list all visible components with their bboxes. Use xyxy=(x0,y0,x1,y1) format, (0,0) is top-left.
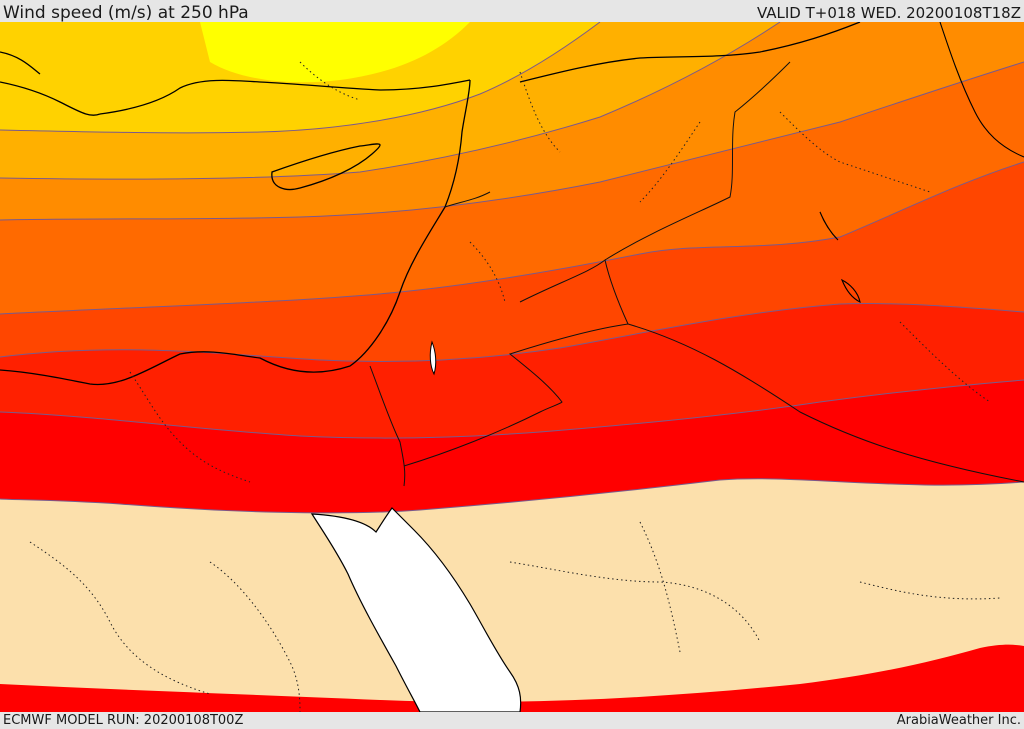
model-run-label: ECMWF MODEL RUN: 20200108T00Z xyxy=(3,713,244,728)
valid-time-label: VALID T+018 WED. 20200108T18Z xyxy=(756,4,1021,22)
header-bar xyxy=(0,0,1024,22)
dead-sea xyxy=(429,340,437,376)
footer-bar xyxy=(0,712,1024,729)
credit-label: ArabiaWeather Inc. xyxy=(896,713,1021,728)
coastlines xyxy=(0,22,861,386)
isotach-contours xyxy=(0,22,1024,514)
red-sea xyxy=(310,507,522,712)
gulf-coast xyxy=(819,22,1024,303)
country-borders xyxy=(369,61,1024,487)
band-lower xyxy=(0,644,1024,712)
province-boundaries xyxy=(29,61,1001,712)
wind-speed-map xyxy=(0,22,1024,712)
cyprus xyxy=(271,143,381,191)
wind-speed-bands xyxy=(0,22,1024,712)
map-title: Wind speed (m/s) at 250 hPa xyxy=(3,3,249,23)
band-8 xyxy=(200,22,470,83)
